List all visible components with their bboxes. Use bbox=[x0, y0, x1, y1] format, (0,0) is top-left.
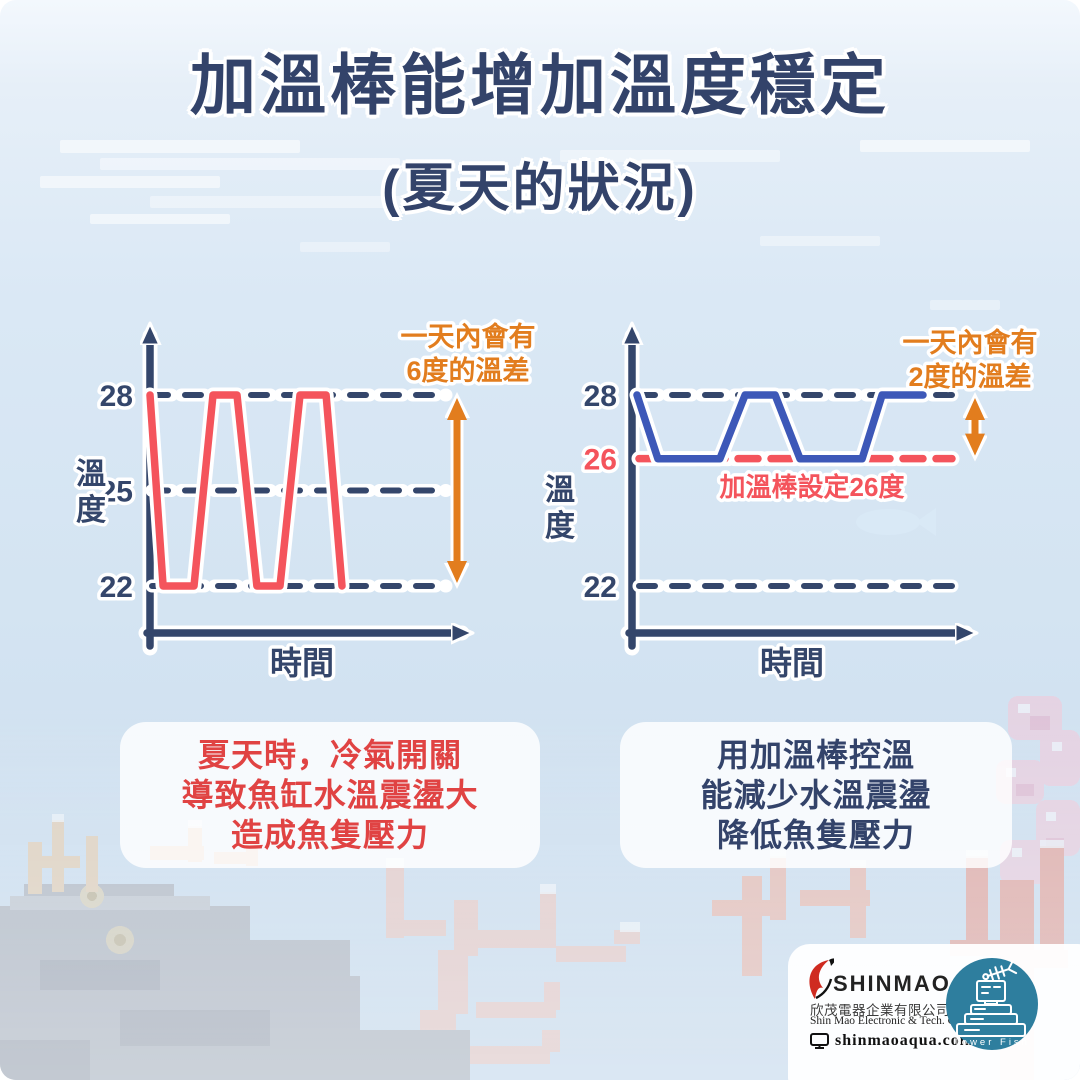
caption-left: 夏天時，冷氣開關 導致魚缸水溫震盪大 造成魚隻壓力 bbox=[120, 722, 540, 868]
brand-company-en: Shin Mao Electronic & Tech. Co., Ltd. bbox=[810, 1015, 989, 1027]
caption-line: 能減少水溫震盪 bbox=[700, 777, 932, 813]
caption-line: 導致魚缸水溫震盪大 bbox=[181, 777, 479, 813]
annotation-range: 2度的溫差 bbox=[908, 361, 1031, 392]
annotation-range: 6度的溫差 bbox=[406, 355, 529, 386]
page-subtitle: (夏天的狀況) bbox=[382, 160, 698, 218]
x-axis-title: 時間 bbox=[760, 645, 824, 681]
y-axis-title: 度 bbox=[545, 510, 575, 543]
pixel-cloud bbox=[40, 176, 220, 188]
temp-line-unheated bbox=[142, 387, 350, 594]
pixel-cloud bbox=[930, 300, 1000, 310]
brand-wordmark: SHINMAO bbox=[833, 971, 951, 996]
brand-website: shinmaoaqua.com bbox=[835, 1032, 975, 1049]
y-axis-title: 溫 bbox=[545, 474, 575, 507]
monitor-icon bbox=[810, 1033, 829, 1049]
caption-line: 用加溫棒控溫 bbox=[716, 737, 915, 773]
temp-line-heated bbox=[629, 387, 931, 467]
caption-line: 夏天時，冷氣開關 bbox=[197, 737, 462, 773]
chart-left: 28 25 22 溫 度 時間 一天內會有 6度的溫差 bbox=[73, 318, 540, 685]
title-block: 加溫棒能增加溫度穩定 (夏天的狀況) bbox=[0, 52, 1080, 221]
annotation-range: 一天內會有 bbox=[401, 321, 536, 352]
fish-skeleton-icon bbox=[982, 960, 1018, 981]
caption-right: 用加溫棒控溫 能減少水溫震盪 降低魚隻壓力 bbox=[620, 722, 1012, 868]
y-axis-title: 溫 bbox=[76, 458, 106, 491]
temperature-series-line bbox=[633, 391, 927, 463]
y-tick-label: 28 bbox=[584, 380, 617, 413]
caption-line: 造成魚隻壓力 bbox=[230, 817, 429, 853]
y-tick-label: 22 bbox=[584, 571, 617, 604]
y-tick-label: 25 bbox=[100, 475, 133, 508]
x-axis-title: 時間 bbox=[270, 645, 334, 681]
pixel-cloud bbox=[150, 196, 410, 208]
pixel-cloud bbox=[300, 242, 390, 252]
pixel-cloud bbox=[860, 140, 1030, 152]
chart-right: 28 26 22 溫 度 時間 一天內會有 2度的溫差 加溫棒設定26度 bbox=[542, 327, 1041, 685]
y-axis-title: 度 bbox=[76, 494, 106, 527]
pixel-cloud bbox=[100, 158, 400, 170]
y-tick-label: 26 bbox=[584, 444, 617, 477]
pixel-cloud bbox=[760, 236, 880, 246]
y-tick-label: 22 bbox=[100, 571, 133, 604]
pixel-cloud bbox=[560, 150, 780, 162]
page-title: 加溫棒能增加溫度穩定 bbox=[190, 48, 890, 122]
y-tick-label: 28 bbox=[100, 380, 133, 413]
pixel-cloud bbox=[90, 214, 230, 224]
tower-fish-logo: Tower Fish bbox=[946, 958, 1038, 1050]
shinmao-fish-icon bbox=[809, 958, 834, 1000]
pixel-cloud bbox=[60, 140, 300, 153]
annotation-range: 一天內會有 bbox=[903, 327, 1038, 358]
partner-name: Tower Fish bbox=[954, 1037, 1030, 1048]
brand-website-row: shinmaoaqua.com bbox=[810, 1032, 974, 1050]
brand-company-zh: 欣茂電器企業有限公司 bbox=[810, 1003, 950, 1018]
heater-setpoint-label: 加溫棒設定26度 bbox=[720, 472, 905, 502]
temperature-series-line bbox=[146, 391, 346, 590]
caption-line: 降低魚隻壓力 bbox=[716, 817, 915, 853]
fish-watermark bbox=[856, 508, 936, 536]
